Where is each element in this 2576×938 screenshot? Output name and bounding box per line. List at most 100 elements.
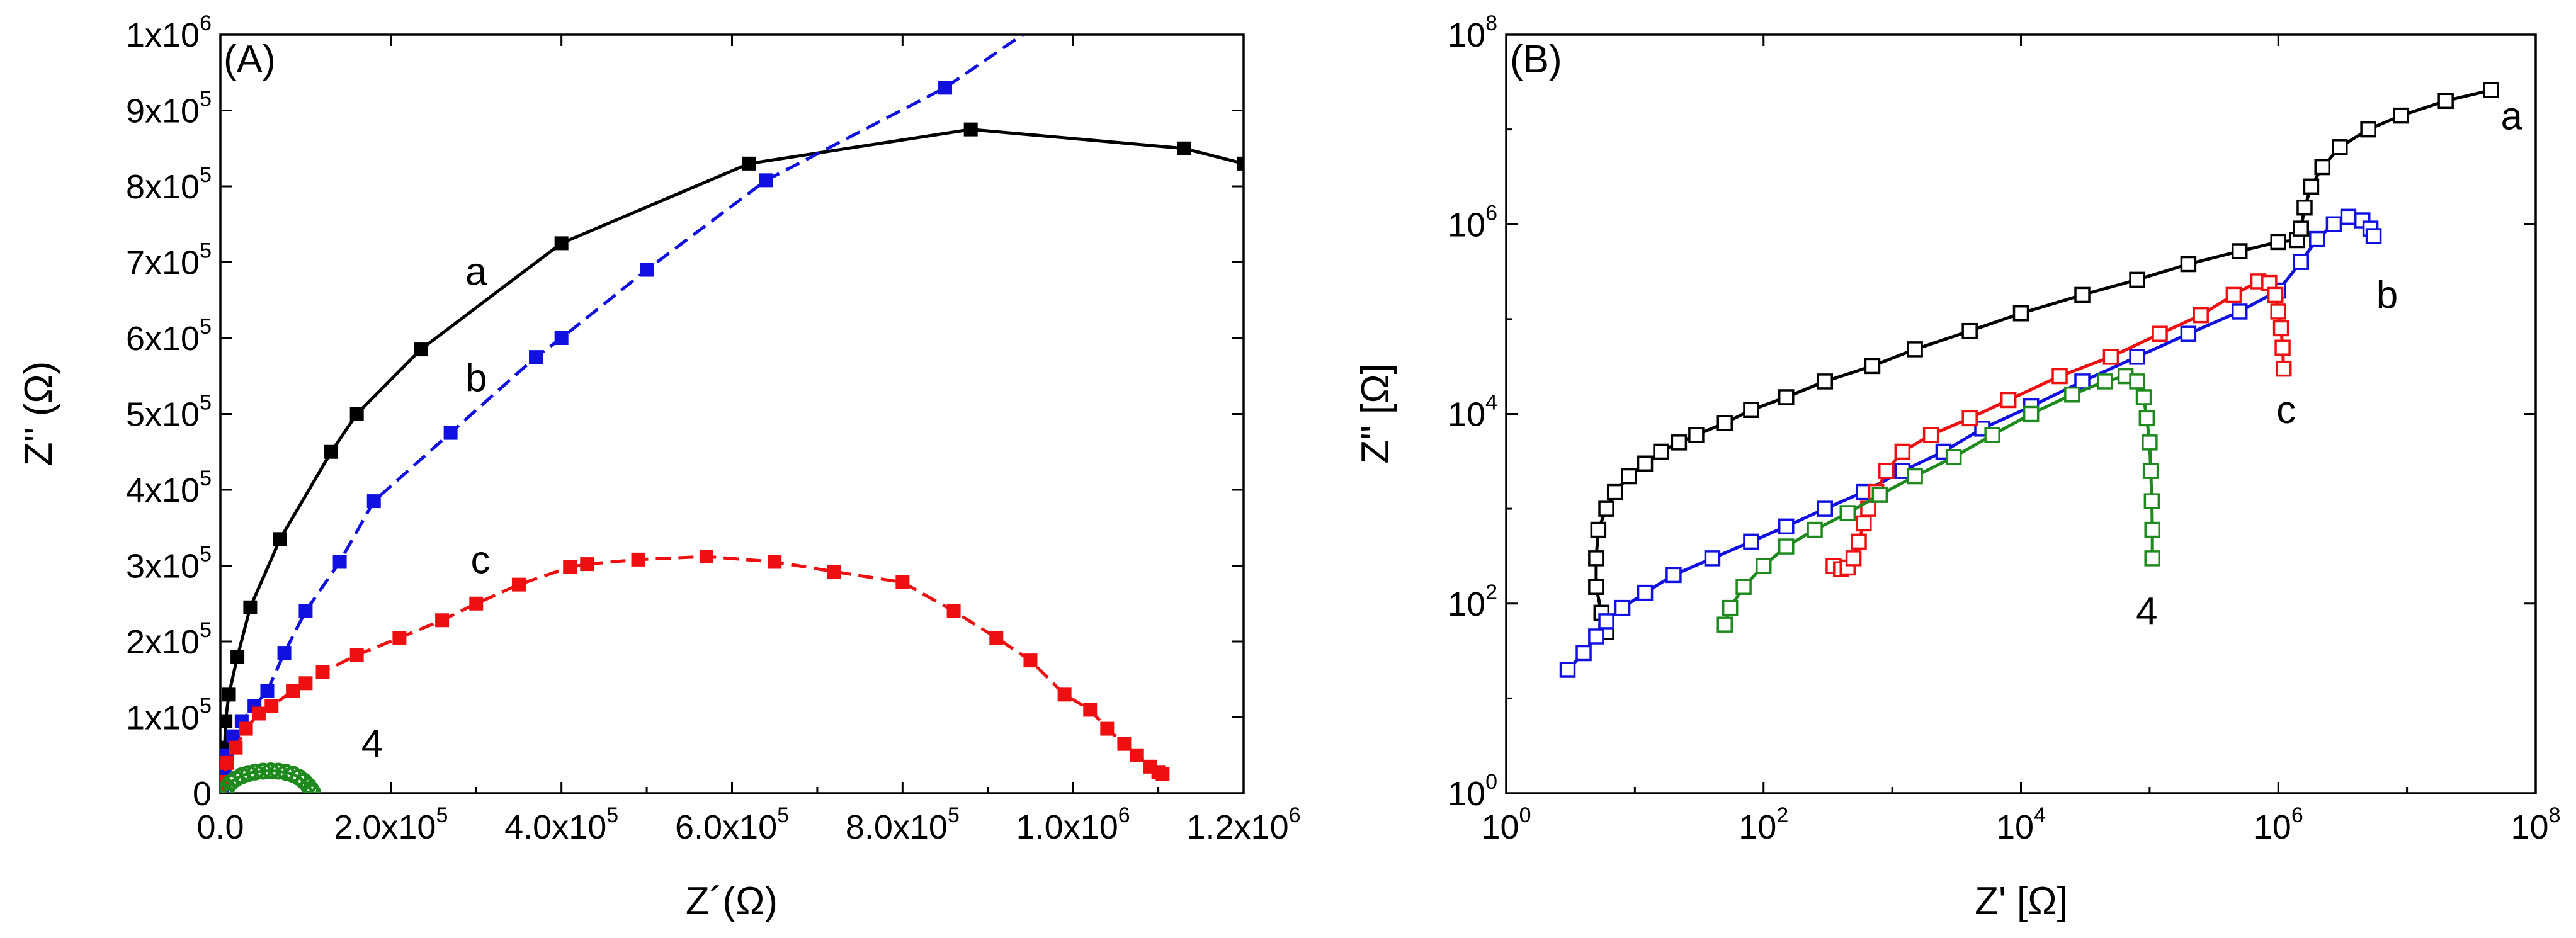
y-tick-label: 104 bbox=[1448, 391, 1497, 434]
data-point bbox=[1688, 427, 1705, 443]
data-point bbox=[1743, 402, 1759, 419]
data-point bbox=[1756, 558, 1772, 574]
data-point bbox=[1778, 538, 1795, 555]
data-point bbox=[1100, 721, 1115, 736]
plot-frame bbox=[1505, 33, 2537, 794]
data-point bbox=[2074, 373, 2091, 390]
data-point bbox=[443, 426, 458, 440]
curve-label-a: a bbox=[465, 251, 487, 294]
data-point bbox=[529, 350, 543, 364]
data-point bbox=[2143, 493, 2160, 509]
data-point bbox=[2314, 159, 2330, 176]
data-point bbox=[1653, 443, 1669, 460]
series-4 bbox=[1716, 368, 2160, 633]
y-tick-label: 1x106 bbox=[126, 11, 212, 54]
data-point bbox=[2437, 93, 2454, 110]
data-point bbox=[2138, 410, 2155, 427]
x-tick-label: 4.0x105 bbox=[504, 803, 618, 846]
data-point bbox=[1871, 487, 1888, 503]
data-point bbox=[895, 575, 910, 590]
plot-frame bbox=[219, 33, 1245, 794]
data-point bbox=[759, 173, 773, 188]
data-point bbox=[1049, 5, 1063, 19]
x-tick-label: 106 bbox=[2254, 803, 2303, 846]
series-4 bbox=[220, 762, 321, 793]
data-point bbox=[243, 600, 258, 614]
data-point bbox=[230, 650, 245, 664]
curve-label-c: c bbox=[471, 539, 491, 582]
series-b bbox=[220, 5, 1063, 793]
x-tick-label: 0.0 bbox=[196, 808, 244, 846]
plot-area bbox=[220, 5, 1244, 793]
data-point bbox=[1057, 687, 1072, 702]
data-point bbox=[349, 648, 364, 662]
data-point bbox=[1637, 584, 1654, 601]
series-b bbox=[1559, 208, 2382, 678]
data-point bbox=[220, 755, 234, 770]
data-point bbox=[742, 156, 756, 171]
data-point bbox=[1704, 550, 1721, 567]
data-point bbox=[1614, 599, 1631, 616]
x-tick-label: 1.2x106 bbox=[1186, 803, 1300, 846]
data-point bbox=[2332, 139, 2348, 155]
data-point bbox=[1961, 410, 1978, 427]
curve-label-a: a bbox=[2501, 95, 2523, 138]
data-point bbox=[2275, 360, 2292, 377]
curve-label-4: 4 bbox=[361, 722, 383, 766]
y-tick-label: 9x105 bbox=[126, 88, 212, 130]
series-line bbox=[220, 35, 1026, 792]
data-point bbox=[2129, 349, 2145, 365]
data-point bbox=[2129, 271, 2145, 288]
data-point bbox=[2180, 325, 2197, 342]
series-line bbox=[1723, 374, 2154, 625]
data-point bbox=[1716, 415, 1733, 431]
data-point bbox=[2303, 178, 2320, 195]
series-c bbox=[1825, 273, 2292, 578]
data-point bbox=[469, 596, 484, 611]
plot-area bbox=[1559, 82, 2499, 678]
data-point bbox=[304, 783, 321, 793]
data-point bbox=[2102, 349, 2119, 365]
x-tick-label: 2.0x105 bbox=[334, 803, 448, 846]
data-point bbox=[1559, 662, 1576, 678]
data-point bbox=[1743, 533, 1759, 550]
data-point bbox=[286, 684, 300, 698]
data-point bbox=[768, 555, 782, 569]
data-point bbox=[554, 236, 569, 251]
series-a bbox=[1588, 82, 2499, 640]
data-point bbox=[2225, 286, 2242, 303]
data-point bbox=[1839, 505, 1856, 521]
data-point bbox=[1722, 599, 1739, 616]
data-point bbox=[2393, 107, 2410, 124]
data-point bbox=[1606, 483, 1623, 500]
data-point bbox=[511, 577, 526, 592]
data-point bbox=[2074, 286, 2091, 303]
data-point bbox=[2064, 387, 2080, 403]
x-axis-title: Z' [Ω] bbox=[1975, 879, 2068, 923]
curve-label-c: c bbox=[2276, 388, 2296, 432]
data-point bbox=[1856, 515, 1872, 532]
data-point bbox=[640, 263, 654, 277]
data-point bbox=[366, 494, 381, 509]
y-tick-label: 2x105 bbox=[126, 618, 212, 661]
data-point bbox=[273, 532, 287, 546]
data-point bbox=[2000, 392, 2017, 409]
data-point bbox=[2365, 228, 2382, 244]
data-point bbox=[1588, 550, 1604, 567]
data-point bbox=[1735, 579, 1752, 595]
data-point bbox=[2142, 434, 2158, 451]
y-tick-label: 4x105 bbox=[126, 466, 212, 509]
curve-label-b: b bbox=[465, 356, 487, 400]
panel-b-impedance-loglog: 100 102 104 106 108 100 102 104 106 108 a b c 4 (B) Z' … bbox=[1354, 11, 2561, 923]
data-point bbox=[1575, 645, 1592, 662]
data-point bbox=[1083, 703, 1098, 717]
data-point bbox=[2340, 208, 2357, 225]
data-point bbox=[2272, 320, 2289, 337]
data-point bbox=[1671, 434, 1688, 451]
data-point bbox=[2325, 216, 2342, 232]
y-tick-label: 6x105 bbox=[126, 315, 212, 358]
data-point bbox=[1807, 521, 1823, 538]
curve-label-4: 4 bbox=[2136, 590, 2157, 633]
x-tick-label: 100 bbox=[1482, 803, 1531, 846]
data-point bbox=[262, 762, 280, 779]
